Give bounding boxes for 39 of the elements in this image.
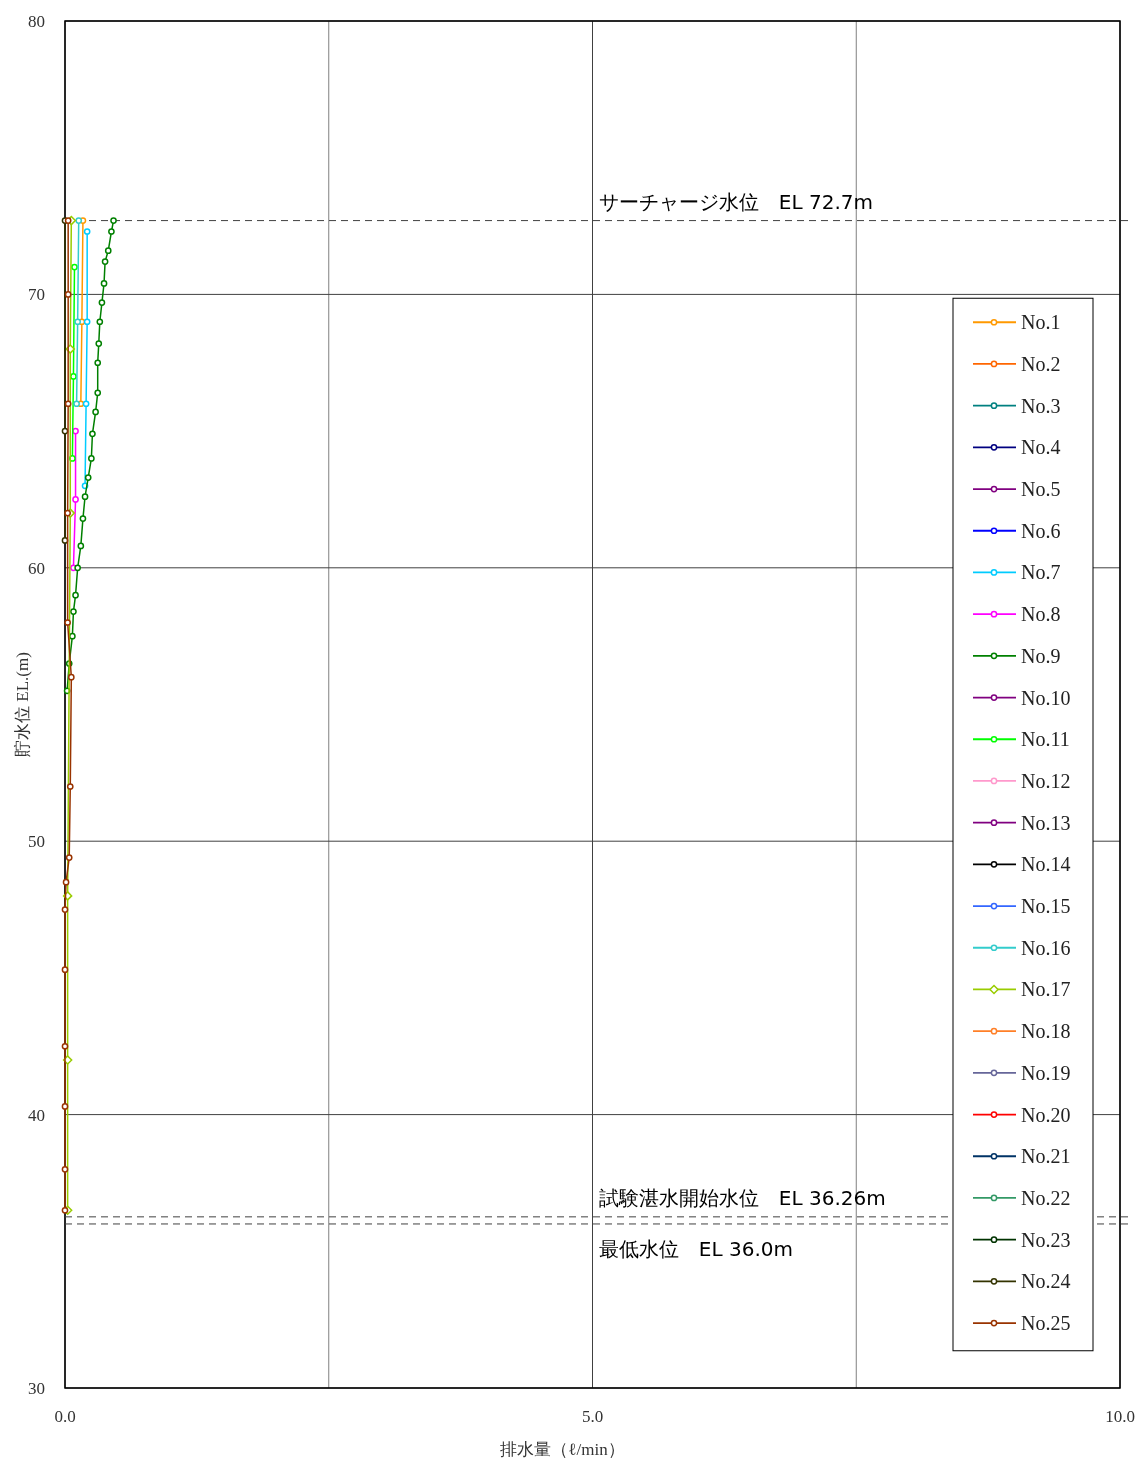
legend-label: No.2 <box>1021 352 1061 375</box>
ref-line-label: 試験湛水開始水位 EL 36.26m <box>598 1185 886 1210</box>
legend-label: No.17 <box>1021 978 1071 1001</box>
legend-label: No.12 <box>1021 769 1071 792</box>
legend-label: No.1 <box>1021 311 1061 334</box>
legend-label: No.19 <box>1021 1061 1071 1084</box>
legend-label: No.14 <box>1021 853 1071 876</box>
legend-label: No.3 <box>1021 394 1061 417</box>
x-axis-title: 排水量（ℓ/min） <box>500 1440 625 1459</box>
legend-label: No.9 <box>1021 644 1061 667</box>
legend-label: No.18 <box>1021 1020 1071 1043</box>
ref-line-label: サーチャージ水位 EL 72.7m <box>598 189 873 214</box>
x-tick-label: 5.0 <box>581 1407 604 1426</box>
legend-label: No.15 <box>1021 895 1071 918</box>
legend-label: No.22 <box>1021 1186 1071 1209</box>
ref-line-label: 最低水位 EL 36.0m <box>598 1236 793 1261</box>
x-tick-label: 0.0 <box>54 1407 76 1426</box>
legend-label: No.4 <box>1021 436 1061 459</box>
y-axis-title: 貯水位 EL.(m) <box>13 652 32 757</box>
legend-label: No.20 <box>1021 1103 1071 1126</box>
legend-label: No.11 <box>1021 728 1070 751</box>
x-tick-label: 10.0 <box>1105 1407 1135 1426</box>
y-tick-label: 80 <box>28 12 45 31</box>
y-tick-label: 50 <box>28 832 45 852</box>
legend-label: No.24 <box>1021 1270 1071 1293</box>
legend-label: No.8 <box>1021 603 1061 626</box>
legend-label: No.7 <box>1021 561 1061 584</box>
y-tick-label: 70 <box>28 285 45 305</box>
y-tick-label: 30 <box>28 1379 45 1398</box>
legend-label: No.5 <box>1021 478 1061 501</box>
y-tick-label: 40 <box>28 1105 45 1125</box>
legend-label: No.16 <box>1021 936 1071 959</box>
legend-label: No.23 <box>1021 1228 1071 1251</box>
y-tick-label: 60 <box>28 558 45 578</box>
legend-label: No.6 <box>1021 519 1061 542</box>
legend-label: No.25 <box>1021 1312 1071 1335</box>
legend-label: No.13 <box>1021 811 1071 834</box>
legend-label: No.21 <box>1021 1145 1071 1168</box>
legend-label: No.10 <box>1021 686 1071 709</box>
